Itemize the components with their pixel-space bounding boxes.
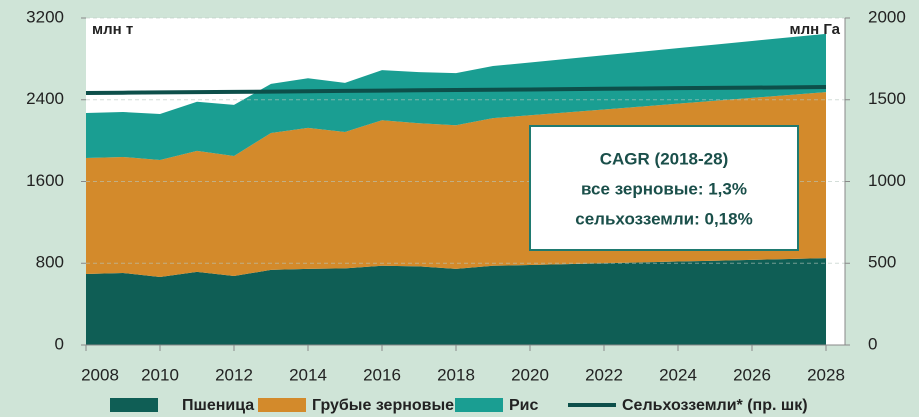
y-tick-label: 2400 <box>26 89 64 108</box>
y-tick-label: 800 <box>36 253 64 272</box>
x-tick-label: 2024 <box>659 365 697 384</box>
legend-swatch <box>110 398 158 412</box>
x-tick-label: 2020 <box>511 365 549 384</box>
annotation-box <box>529 125 799 251</box>
legend-label: Рис <box>509 397 539 414</box>
x-tick-label: 2008 <box>81 365 119 384</box>
line-series <box>85 84 827 96</box>
legend-label: Пшеница <box>182 397 254 414</box>
y-tick-label: 0 <box>55 334 64 353</box>
y-tick-label: 3200 <box>26 7 64 26</box>
y2-tick-label: 1000 <box>868 171 906 190</box>
legend-label: Грубые зерновые <box>312 397 454 414</box>
x-tick-label: 2010 <box>141 365 179 384</box>
y2-tick-label: 2000 <box>868 7 906 26</box>
area <box>86 33 826 161</box>
y2-tick-label: 0 <box>868 334 877 353</box>
x-tick-label: 2022 <box>585 365 623 384</box>
area <box>86 258 826 345</box>
x-tick-label: 2016 <box>363 365 401 384</box>
y-tick-label: 1600 <box>26 171 64 190</box>
x-tick-label: 2012 <box>215 365 253 384</box>
annotation-text: CAGR (2018-28) <box>600 149 729 168</box>
y2-tick-label: 1500 <box>868 89 906 108</box>
annotation-text: все зерновые: 1,3% <box>581 179 747 198</box>
x-tick-label: 2026 <box>733 365 771 384</box>
annotation-text: сельхозземли: 0,18% <box>575 209 752 228</box>
legend-swatch <box>258 398 306 412</box>
x-tick-label: 2028 <box>807 365 845 384</box>
legend-label: Сельхозземли* (пр. шк) <box>622 397 808 414</box>
y2-unit-label: млн Га <box>789 21 840 38</box>
x-tick-label: 2014 <box>289 365 327 384</box>
legend-swatch <box>455 398 503 412</box>
x-tick-label: 2018 <box>437 365 475 384</box>
y-unit-label: млн т <box>92 21 133 38</box>
y2-tick-label: 500 <box>868 253 896 272</box>
